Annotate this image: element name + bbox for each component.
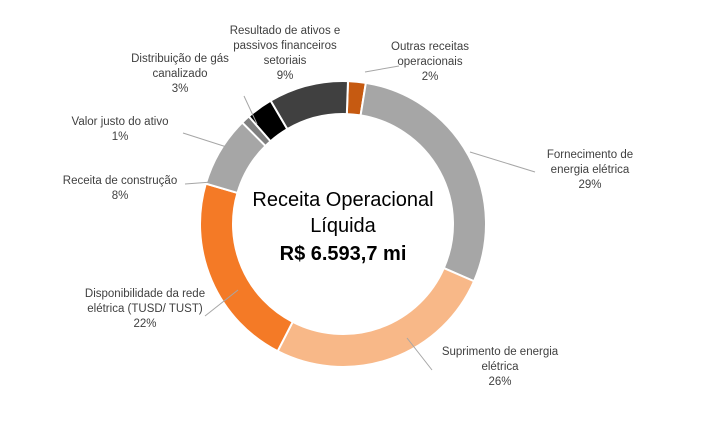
slice-label-5-line-0: Valor justo do ativo — [72, 116, 169, 128]
slice-label-6-line-1: canalizado — [153, 68, 208, 80]
slice-label-1-line-1: energia elétrica — [551, 164, 630, 176]
center-title-line-2: Líquida — [310, 215, 376, 237]
slice-label-7-line-0: Resultado de ativos e — [230, 25, 341, 37]
slice-label-1-line-0: Fornecimento de — [547, 149, 633, 161]
donut-slice-7 — [269, 80, 350, 131]
slice-label-4-line-0: Receita de construção — [63, 175, 177, 187]
slice-label-2-line-0: Suprimento de energia — [442, 346, 559, 358]
slice-percent-label-7: 9% — [277, 70, 294, 82]
leader-lines-layer — [182, 65, 536, 371]
leader-line-2 — [406, 337, 433, 371]
slice-label-2-line-1: elétrica — [481, 361, 519, 373]
slice-label-7-line-2: setoriais — [264, 55, 307, 67]
slice-percent-label-3: 22% — [133, 318, 156, 330]
leader-line-1 — [469, 151, 536, 173]
slice-label-7-line-1: passivos financeiros — [233, 40, 337, 52]
slice-label-0-line-1: operacionais — [397, 56, 462, 68]
slice-labels-layer: Outras receitas operacionais 2% Forneciment… — [63, 25, 633, 388]
slice-percent-label-1: 29% — [578, 179, 601, 191]
slice-label-3-line-1: elétrica (TUSD/ TUST) — [87, 303, 203, 315]
center-value: R$ 6.593,7 mi — [280, 243, 407, 265]
slice-percent-label-2: 26% — [488, 376, 511, 388]
slice-percent-label-6: 3% — [172, 83, 189, 95]
leader-line-3 — [204, 289, 239, 317]
slices-layer — [199, 80, 487, 368]
slice-label-0-line-0: Outras receitas — [391, 41, 469, 53]
center-label: Receita Operacional Líquida R$ 6.593,7 m… — [252, 189, 433, 265]
slice-label-6-line-0: Distribuição de gás — [131, 53, 229, 65]
leader-line-0 — [364, 65, 400, 73]
slice-percent-label-5: 1% — [112, 131, 129, 143]
slice-percent-label-4: 8% — [112, 190, 129, 202]
center-title-line-1: Receita Operacional — [252, 189, 433, 211]
leader-line-4 — [184, 181, 213, 185]
leader-line-6 — [243, 95, 258, 125]
slice-label-3-line-0: Disponibilidade da rede — [85, 288, 205, 300]
leader-line-5 — [182, 132, 237, 151]
slice-percent-label-0: 2% — [422, 71, 439, 83]
